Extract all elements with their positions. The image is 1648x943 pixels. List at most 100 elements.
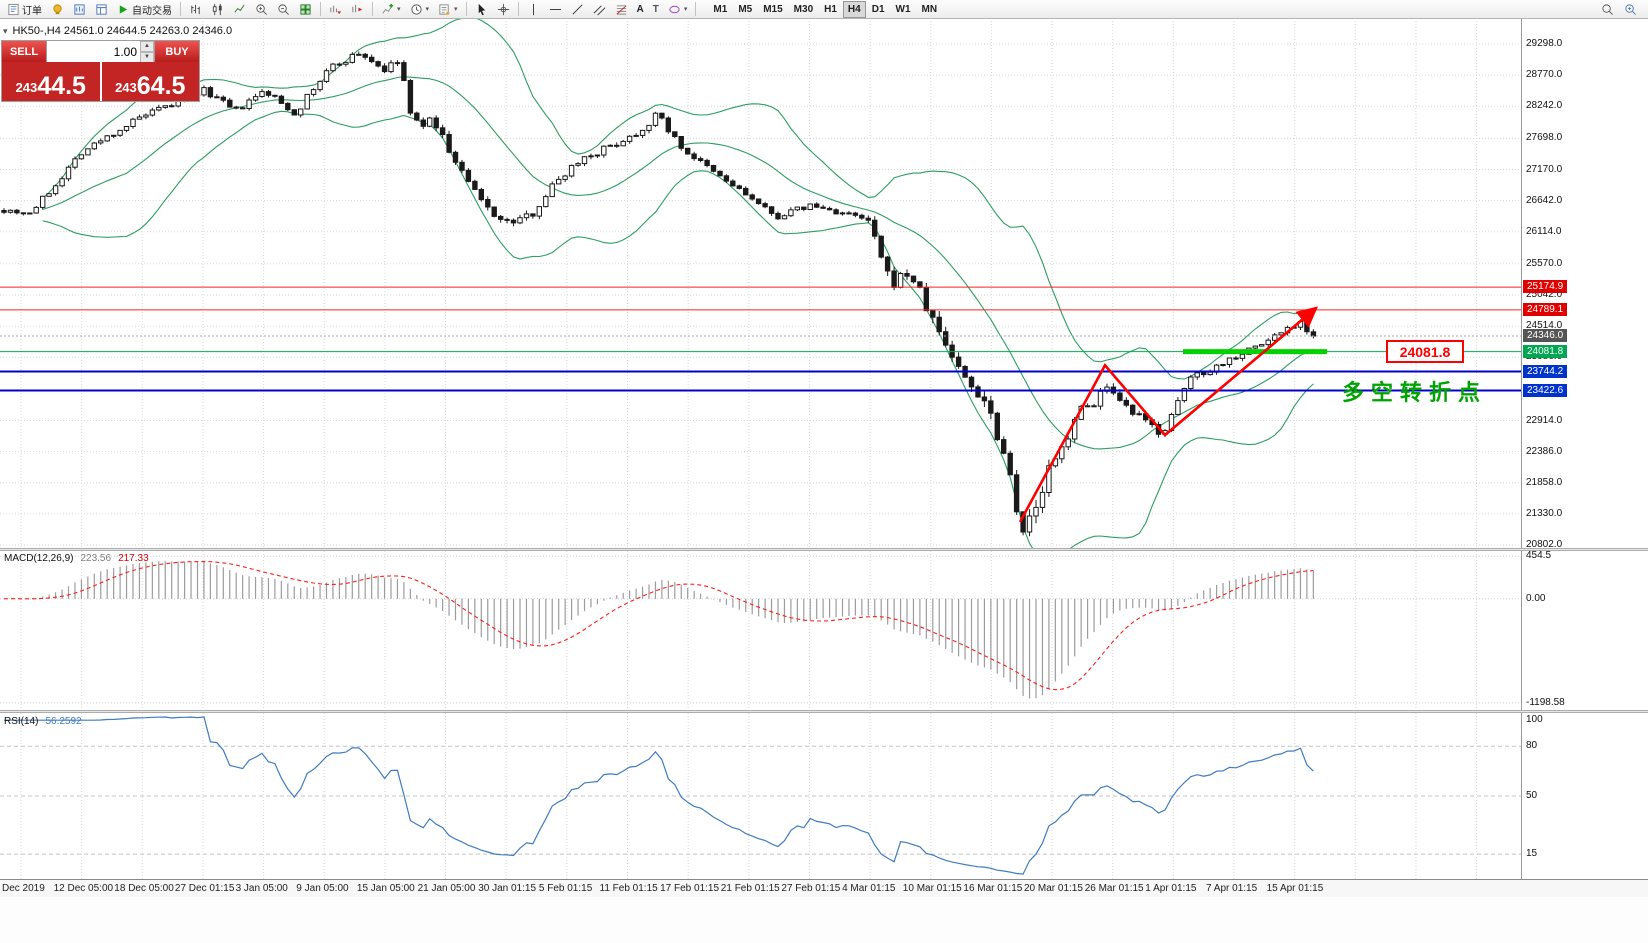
rsi-axis-label: 80 bbox=[1526, 740, 1538, 752]
buy-button[interactable]: BUY bbox=[155, 41, 199, 62]
indicators-button[interactable]: ▾ bbox=[377, 1, 405, 18]
time-axis-label: 17 Feb 01:15 bbox=[660, 883, 720, 894]
timeframe-mn-button[interactable]: MN bbox=[917, 1, 943, 18]
time-axis-label: 16 Mar 01:15 bbox=[963, 883, 1023, 894]
macd-panel[interactable] bbox=[0, 551, 1522, 710]
toolbar-separator bbox=[372, 2, 373, 16]
panel-separator[interactable] bbox=[0, 710, 1648, 713]
timeframe-m1-button[interactable]: M1 bbox=[708, 1, 732, 18]
trendline-icon bbox=[572, 4, 583, 14]
buy-price-small-digits: 243 bbox=[115, 80, 137, 95]
macd-label: MACD(12,26,9) 223.56 217.33 bbox=[4, 553, 149, 564]
time-axis-label: 7 Apr 01:15 bbox=[1206, 883, 1258, 894]
collapse-one-click-icon[interactable]: ▾ bbox=[3, 25, 8, 36]
chart-shift-button[interactable] bbox=[347, 1, 368, 18]
macd-axis-label: 0.00 bbox=[1526, 592, 1546, 604]
price-axis-label: 22914.0 bbox=[1526, 414, 1563, 426]
volume-increase-button[interactable]: ▲ bbox=[140, 41, 154, 52]
volume-input-wrap: ▲ ▼ bbox=[46, 41, 155, 63]
rsi-axis-label: 15 bbox=[1526, 848, 1538, 860]
cursor-tool-button[interactable] bbox=[471, 1, 492, 18]
price-axis-label: 25042.0 bbox=[1526, 289, 1563, 300]
vertical-line-tool-button[interactable] bbox=[523, 1, 544, 18]
search-button[interactable] bbox=[1597, 1, 1618, 18]
support-price-label[interactable]: 24081.8 bbox=[1386, 340, 1464, 363]
clock-icon bbox=[410, 3, 422, 15]
price-axis-label: 21858.0 bbox=[1526, 476, 1563, 488]
time-axis-label: 21 Jan 05:00 bbox=[417, 883, 476, 894]
macd-axis-label: -1198.58 bbox=[1526, 696, 1565, 708]
trend-zigzag-arrow[interactable] bbox=[1018, 306, 1318, 523]
price-axis-label: 27698.0 bbox=[1526, 132, 1563, 144]
volume-input[interactable] bbox=[47, 41, 140, 62]
timeframe-m30-button[interactable]: M30 bbox=[789, 1, 818, 18]
sell-price[interactable]: 243 44.5 bbox=[2, 62, 100, 101]
price-axis-label: 27170.0 bbox=[1526, 163, 1563, 175]
alerts-button[interactable] bbox=[47, 1, 68, 18]
rsi-value: 56.2592 bbox=[45, 716, 82, 727]
rsi-panel[interactable] bbox=[0, 713, 1522, 879]
templates-button[interactable]: ▾ bbox=[434, 1, 462, 18]
quote-line: ▾ HK50-,H4 24561.0 24644.5 24263.0 24346… bbox=[3, 25, 232, 37]
timeframe-w1-button[interactable]: W1 bbox=[891, 1, 916, 18]
text-tool-button[interactable]: A bbox=[633, 1, 648, 18]
price-axis-label: 28770.0 bbox=[1526, 69, 1563, 81]
bar-chart-mode-button[interactable] bbox=[185, 1, 206, 18]
autotrade-button[interactable]: 自动交易 bbox=[113, 1, 176, 18]
time-axis-label: 27 Feb 01:15 bbox=[781, 883, 841, 894]
template-icon bbox=[439, 3, 451, 15]
candlestick-chart[interactable] bbox=[0, 18, 1522, 548]
time-axis-label: 20 Mar 01:15 bbox=[1024, 883, 1083, 894]
timeframe-h1-button[interactable]: H1 bbox=[819, 1, 842, 18]
horizontal-line-tool-button[interactable] bbox=[545, 1, 566, 18]
find-symbol-button[interactable] bbox=[1620, 1, 1641, 18]
zoom-in-button[interactable] bbox=[251, 1, 272, 18]
tile-windows-icon bbox=[300, 3, 311, 15]
resistance-tag-2: 24789.1 bbox=[1523, 302, 1568, 316]
line-chart-mode-button[interactable] bbox=[229, 1, 250, 18]
label-tool-button[interactable]: T bbox=[649, 1, 663, 18]
one-click-price-row: 243 44.5 243 64.5 bbox=[2, 62, 199, 101]
panel-separator[interactable] bbox=[0, 548, 1648, 551]
market-watch-button[interactable] bbox=[69, 1, 90, 18]
crosshair-tool-button[interactable] bbox=[493, 1, 514, 18]
timeframe-d1-button[interactable]: D1 bbox=[867, 1, 890, 18]
label-tool-label: T bbox=[652, 3, 659, 15]
time-axis-label: 26 Mar 01:15 bbox=[1084, 883, 1144, 894]
line-chart-icon bbox=[234, 4, 245, 13]
autotrade-play-icon bbox=[119, 4, 128, 14]
quote-text: HK50-,H4 24561.0 24644.5 24263.0 24346.0 bbox=[12, 25, 233, 37]
price-axis-label: 28242.0 bbox=[1526, 100, 1563, 112]
sell-button[interactable]: SELL bbox=[2, 41, 46, 62]
candlestick-icon bbox=[212, 3, 222, 15]
shapes-tool-button[interactable]: ▾ bbox=[664, 1, 692, 18]
auto-scroll-button[interactable] bbox=[325, 1, 346, 18]
buy-price[interactable]: 243 64.5 bbox=[101, 62, 199, 101]
candlestick-mode-button[interactable] bbox=[207, 1, 228, 18]
periods-button[interactable]: ▾ bbox=[406, 1, 434, 18]
order-list-icon bbox=[8, 3, 19, 15]
candles-layer bbox=[1, 51, 1317, 537]
tile-windows-button[interactable] bbox=[295, 1, 316, 18]
timeframe-toolbar: M1 M5 M15 M30 H1 H4 D1 W1 MN bbox=[708, 0, 943, 18]
time-axis[interactable]: Dec 2019 12 Dec 05:00 18 Dec 05:00 27 Dec 0… bbox=[0, 879, 1648, 897]
channel-tool-button[interactable] bbox=[589, 1, 610, 18]
auto-scroll-icon bbox=[330, 5, 342, 14]
price-axis[interactable]: 29298.0 28770.0 28242.0 27698.0 27170.0 26642… bbox=[1523, 0, 1648, 943]
time-axis-label: Dec 2019 bbox=[2, 883, 45, 894]
timeframe-m15-button[interactable]: M15 bbox=[758, 1, 787, 18]
chart-shift-icon bbox=[352, 4, 363, 12]
orders-button[interactable]: 订单 bbox=[3, 1, 46, 18]
timeframe-m5-button[interactable]: M5 bbox=[733, 1, 757, 18]
data-window-button[interactable] bbox=[91, 1, 112, 18]
timeframe-h4-button[interactable]: H4 bbox=[842, 0, 866, 18]
zoom-out-button[interactable] bbox=[273, 1, 294, 18]
price-axis-label: 22386.0 bbox=[1526, 445, 1563, 457]
macd-histogram bbox=[9, 561, 1314, 699]
trendline-tool-button[interactable] bbox=[567, 1, 588, 18]
templates-caret-icon: ▾ bbox=[454, 6, 458, 13]
vertical-line-icon bbox=[532, 3, 534, 15]
price-axis-label: 21330.0 bbox=[1526, 507, 1563, 519]
fibonacci-tool-button[interactable] bbox=[611, 1, 632, 18]
